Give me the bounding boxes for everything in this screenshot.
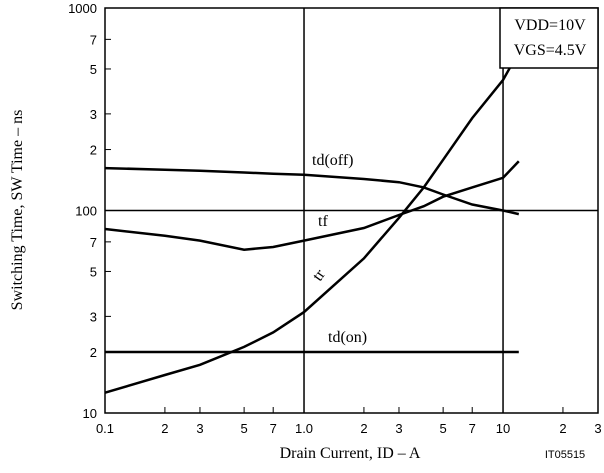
x-tick-label: 7 xyxy=(270,421,277,436)
y-tick-label: 5 xyxy=(90,264,97,279)
y-tick-label: 10 xyxy=(83,406,97,421)
series-line xyxy=(104,160,520,251)
x-tick-label: 3 xyxy=(594,421,601,436)
x-tick-label: 3 xyxy=(196,421,203,436)
series-label: td(off) xyxy=(312,152,353,169)
x-tick-label: 2 xyxy=(360,421,367,436)
series-line xyxy=(104,166,520,216)
x-tick-label: 10 xyxy=(496,421,510,436)
annotation: VGS=4.5V xyxy=(514,42,587,59)
y-tick-label: 2 xyxy=(90,143,97,158)
y-tick-label: 5 xyxy=(90,62,97,77)
annotation-box xyxy=(499,7,599,69)
annotation: VDD=10V xyxy=(514,17,586,34)
y-axis-label: Switching Time, SW Time – ns xyxy=(9,110,26,311)
x-tick-label: 1.0 xyxy=(295,421,313,436)
x-tick-label: 5 xyxy=(440,421,447,436)
y-tick-label: 3 xyxy=(90,309,97,324)
x-tick-label: 7 xyxy=(469,421,476,436)
y-tick-label: 3 xyxy=(90,107,97,122)
x-tick-label: 0.1 xyxy=(96,421,114,436)
x-tick-label: 3 xyxy=(395,421,402,436)
y-tick-label: 1000 xyxy=(68,1,97,16)
x-axis-label: Drain Current, ID – A xyxy=(280,445,421,462)
series-label: tr xyxy=(309,266,329,284)
x-tick-label: 5 xyxy=(240,421,247,436)
series-label: tf xyxy=(318,213,328,230)
y-tick-label: 100 xyxy=(75,204,97,219)
x-tick-label: 2 xyxy=(161,421,168,436)
series-line xyxy=(104,51,520,394)
series-label: td(on) xyxy=(328,329,367,346)
x-tick-label: 2 xyxy=(559,421,566,436)
y-tick-label: 2 xyxy=(90,345,97,360)
figure-code: IT05515 xyxy=(545,449,585,461)
y-tick-label: 7 xyxy=(90,32,97,47)
y-tick-label: 7 xyxy=(90,235,97,250)
